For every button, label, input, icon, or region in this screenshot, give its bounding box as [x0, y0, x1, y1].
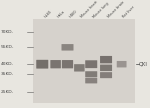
Text: Mouse lung: Mouse lung: [92, 2, 110, 19]
FancyBboxPatch shape: [62, 60, 73, 68]
FancyBboxPatch shape: [61, 44, 74, 51]
Text: Mouse heart: Mouse heart: [80, 0, 99, 19]
Bar: [33, 19, 135, 102]
FancyBboxPatch shape: [85, 78, 97, 83]
FancyBboxPatch shape: [100, 65, 112, 71]
FancyBboxPatch shape: [117, 61, 127, 67]
Text: H460: H460: [68, 9, 78, 19]
FancyBboxPatch shape: [100, 72, 112, 78]
Text: Mouse brain: Mouse brain: [107, 0, 125, 19]
Text: 70KD-: 70KD-: [1, 30, 14, 34]
Text: Rat liver: Rat liver: [122, 6, 136, 19]
FancyBboxPatch shape: [50, 60, 61, 68]
FancyBboxPatch shape: [85, 71, 97, 77]
FancyBboxPatch shape: [85, 60, 97, 68]
FancyBboxPatch shape: [36, 60, 48, 69]
Text: 35KD-: 35KD-: [1, 72, 14, 76]
Text: HL60: HL60: [43, 10, 52, 19]
Text: 55KD-: 55KD-: [1, 45, 14, 49]
Text: 25KD-: 25KD-: [1, 90, 14, 94]
FancyBboxPatch shape: [74, 64, 85, 71]
Text: HeLa: HeLa: [56, 10, 66, 19]
Text: 40KD-: 40KD-: [1, 62, 14, 66]
FancyBboxPatch shape: [100, 56, 112, 63]
Text: QKI: QKI: [139, 62, 148, 67]
